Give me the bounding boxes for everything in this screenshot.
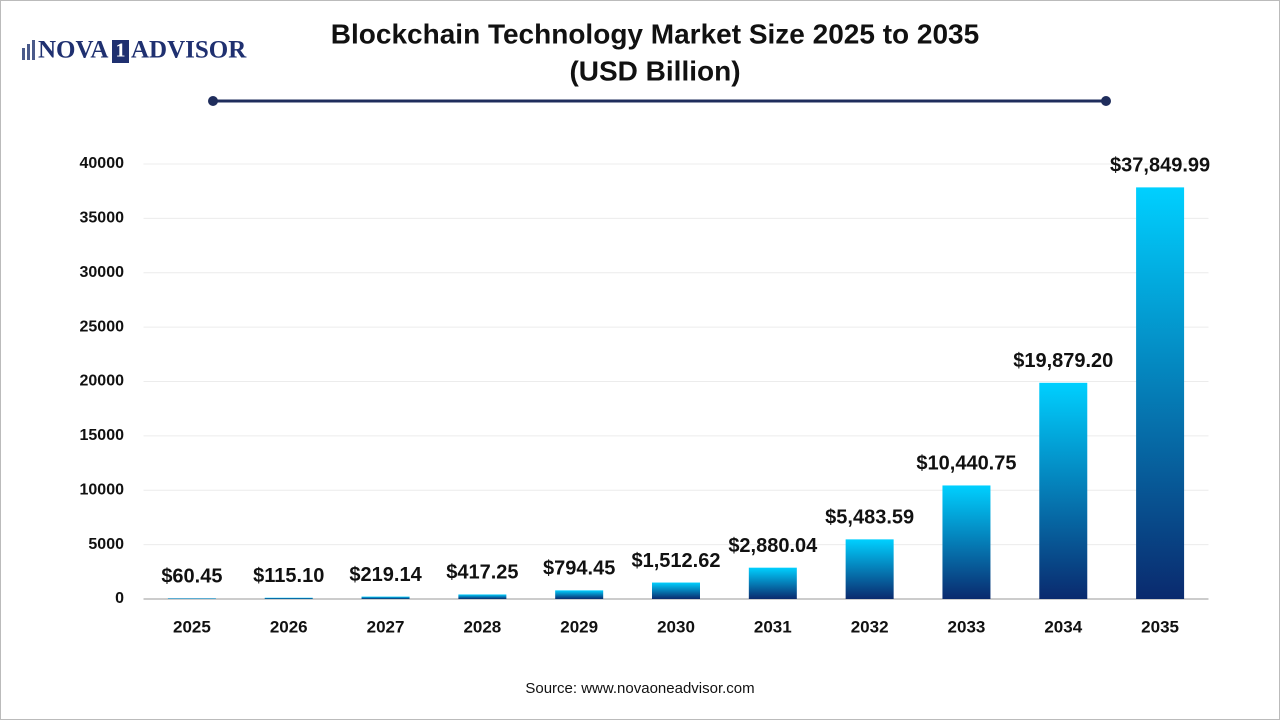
logo-right: ADVISOR: [131, 37, 247, 64]
x-tick-label: 2033: [948, 617, 986, 636]
y-tick-label: 5000: [88, 536, 124, 553]
logo-box: [112, 40, 129, 63]
bar: [845, 539, 894, 599]
source: Source: www.novaoneadvisor.com: [525, 680, 754, 697]
value-label: $10,440.75: [916, 453, 1016, 475]
bar: [1039, 382, 1088, 599]
y-tick-label: 30000: [80, 264, 125, 281]
chart-title: Blockchain Technology Market Size 2025 t…: [331, 18, 979, 49]
logo-left: NOVA: [38, 37, 108, 64]
x-tick-label: 2030: [657, 617, 695, 636]
value-label: $60.45: [161, 566, 222, 588]
logo-bar: [22, 48, 25, 60]
x-tick-label: 2026: [270, 617, 308, 636]
value-label: $37,849.99: [1110, 155, 1210, 177]
rule-dot: [1101, 96, 1111, 106]
x-tick-label: 2028: [463, 617, 501, 636]
bar: [555, 590, 604, 599]
logo-mark: 1: [116, 40, 126, 62]
x-tick-label: 2029: [560, 617, 598, 636]
bar: [167, 598, 216, 599]
y-tick-label: 10000: [80, 481, 125, 498]
logo: NOVA 1 ADVISOR: [22, 37, 247, 64]
value-label: $19,879.20: [1013, 350, 1113, 372]
value-label: $1,512.62: [632, 550, 721, 572]
chart-subtitle: (USD Billion): [569, 55, 740, 86]
x-tick-label: 2031: [754, 617, 792, 636]
bar: [748, 567, 797, 599]
value-label: $794.45: [543, 558, 615, 580]
bar: [1136, 187, 1185, 600]
value-label: $5,483.59: [825, 507, 914, 529]
value-label: $417.25: [446, 562, 518, 584]
bar: [458, 594, 507, 599]
logo-bar: [27, 44, 30, 60]
x-tick-label: 2032: [851, 617, 889, 636]
bar: [942, 485, 991, 599]
y-tick-label: 35000: [80, 210, 125, 227]
y-tick-label: 0: [115, 590, 124, 607]
y-tick-label: 40000: [80, 155, 125, 172]
x-tick-label: 2027: [367, 617, 405, 636]
logo-bar: [32, 40, 35, 60]
y-tick-label: 25000: [80, 318, 125, 335]
bar: [652, 582, 700, 599]
value-label: $219.14: [349, 564, 422, 586]
value-label: $2,880.04: [728, 535, 818, 557]
y-tick-label: 20000: [80, 373, 125, 390]
x-tick-label: 2025: [173, 617, 211, 636]
bar: [264, 597, 313, 599]
rule-dot: [208, 96, 218, 106]
x-tick-label: 2034: [1044, 617, 1082, 636]
x-tick-label: 2035: [1141, 617, 1179, 636]
y-tick-label: 15000: [80, 427, 125, 444]
value-label: $115.10: [253, 565, 324, 587]
bar: [361, 596, 410, 599]
